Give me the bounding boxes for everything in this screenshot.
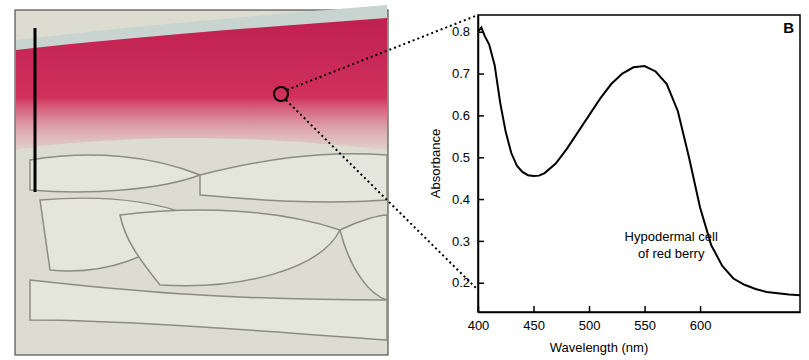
cell-wall xyxy=(200,154,387,202)
tick-mark xyxy=(478,73,484,75)
tick: 0.8 xyxy=(452,24,484,39)
tick-label: 0.4 xyxy=(452,192,470,207)
tick: 500 xyxy=(579,306,601,333)
tick-mark xyxy=(478,282,484,284)
annotation: Hypodermal cell xyxy=(625,229,718,244)
callout-line xyxy=(286,100,478,290)
y-axis-title: Absorbance xyxy=(428,129,443,198)
tick-label: 0.3 xyxy=(452,234,470,249)
tick-label: 550 xyxy=(634,318,656,333)
micrograph-background xyxy=(15,10,388,355)
cell-wall xyxy=(30,155,200,192)
tick-mark xyxy=(478,157,484,159)
spectrum-line xyxy=(478,28,800,296)
tick-label: 0.6 xyxy=(452,108,470,123)
tick-label: 0.5 xyxy=(452,150,470,165)
tick-mark xyxy=(478,31,484,33)
plot-area xyxy=(478,28,800,296)
tick: 0.6 xyxy=(452,108,484,123)
tick: 0.7 xyxy=(452,66,484,81)
tick-label: 400 xyxy=(468,318,490,333)
cell-wall xyxy=(30,280,387,340)
axis-line xyxy=(478,16,480,313)
plot-background xyxy=(478,15,800,312)
tick-label: 0.8 xyxy=(452,24,470,39)
tick-label: 500 xyxy=(579,318,601,333)
tick-label: 450 xyxy=(523,318,545,333)
micrograph xyxy=(15,5,388,355)
tick: 0.4 xyxy=(452,192,484,207)
tick: 0.2 xyxy=(452,275,484,290)
tick: 550 xyxy=(634,306,656,333)
cell-wall xyxy=(120,210,340,286)
callout-line xyxy=(287,15,478,90)
tick: 0.5 xyxy=(452,150,484,165)
panel-label: B xyxy=(783,19,794,36)
tick-mark xyxy=(700,306,702,312)
annotation: of red berry xyxy=(638,246,705,261)
plot-frame xyxy=(478,15,800,312)
axis-line xyxy=(479,312,801,314)
callout-circle xyxy=(274,87,288,101)
x-axis: 400 450 500 550 600 xyxy=(468,306,801,333)
tick-mark xyxy=(478,199,484,201)
x-axis-title: Wavelength (nm) xyxy=(550,340,649,355)
tick-mark xyxy=(533,306,535,312)
cell-wall xyxy=(340,215,387,300)
pigmented-layer xyxy=(16,18,387,150)
tick: 600 xyxy=(690,306,712,333)
tick-label: 600 xyxy=(690,318,712,333)
tick-label: 0.7 xyxy=(452,66,470,81)
tick-mark xyxy=(478,241,484,243)
tick: 0.3 xyxy=(452,234,484,249)
y-axis: 0.2 0.3 0.4 0.5 0.6 0.7 0.8 xyxy=(452,16,484,313)
tick-mark xyxy=(478,115,484,117)
tick-label: 0.2 xyxy=(452,275,470,290)
tick-mark xyxy=(589,306,591,312)
figure: 400 450 500 550 600 0.2 0.3 0.4 0.5 0.6 0.7 0.8 Wave… xyxy=(0,0,809,360)
tick: 450 xyxy=(523,306,545,333)
tick-mark xyxy=(644,306,646,312)
scale-bar xyxy=(34,28,37,192)
